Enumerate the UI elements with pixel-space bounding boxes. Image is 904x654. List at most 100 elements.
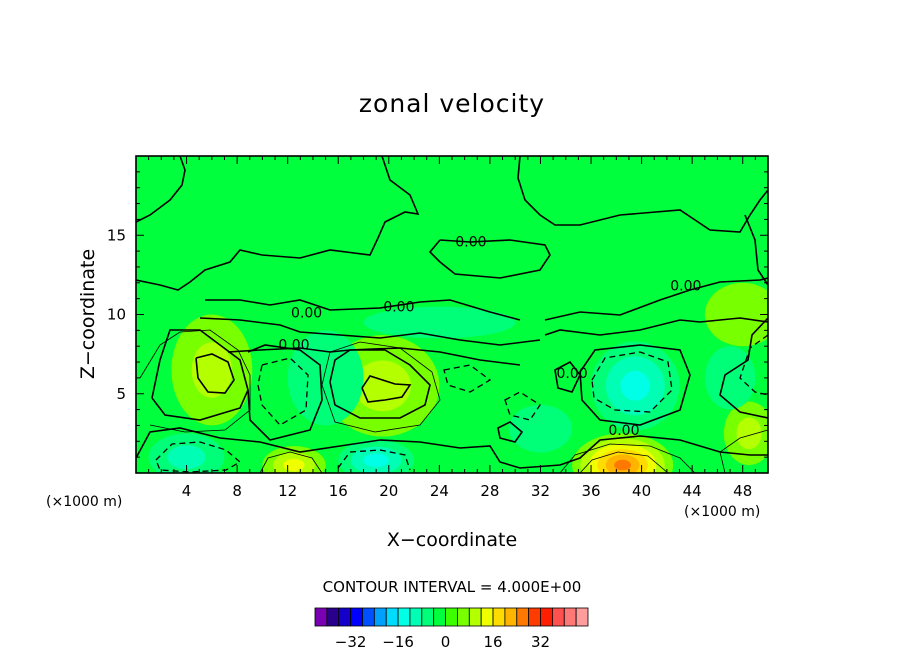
contour-line	[329, 349, 431, 419]
contour-line	[337, 449, 411, 471]
contour-line	[744, 214, 768, 286]
contour-line	[719, 317, 768, 419]
field-region	[167, 445, 206, 470]
colorbar-swatch	[551, 607, 565, 627]
colorbar-swatch	[468, 607, 482, 627]
x-unit-right: (×1000 m)	[684, 504, 760, 520]
x-unit-left: (×1000 m)	[46, 494, 122, 510]
colorbar-tick-label: −16	[382, 633, 414, 651]
chart-title: zonal velocity	[359, 89, 545, 118]
colorbar-swatch	[397, 607, 411, 627]
x-tick-label: 16	[329, 482, 348, 500]
contour-line	[247, 344, 323, 441]
colorbar-swatch	[314, 607, 328, 627]
field-region	[363, 453, 389, 468]
contour-line	[719, 429, 768, 473]
colorbar-swatch	[409, 607, 423, 627]
x-tick-label: 36	[581, 482, 600, 500]
contour-line	[504, 391, 541, 421]
contour-line	[428, 239, 551, 279]
contour-label: 0.00	[278, 337, 309, 353]
tick-marks	[136, 156, 768, 473]
x-tick-label: 24	[430, 482, 449, 500]
colorbar-swatch	[504, 607, 518, 627]
contour-label: 0.00	[608, 423, 639, 439]
contour-line	[136, 156, 420, 291]
contour-line	[199, 317, 541, 346]
contour-line	[151, 329, 249, 421]
x-tick-label: 44	[683, 482, 702, 500]
colorbar-swatch	[480, 607, 494, 627]
x-tick-label: 8	[232, 482, 242, 500]
contour-line	[257, 357, 309, 426]
contour-line	[591, 351, 673, 413]
colorbar-tick-label: 0	[441, 633, 451, 651]
plot-area: 0.00 0.00 0.00 0.00 0.00 0.00 0.00	[135, 155, 769, 474]
contour-line	[739, 334, 768, 396]
contour-line	[579, 344, 691, 426]
contour-lines	[136, 156, 768, 473]
contour-line	[321, 341, 441, 433]
colorbar-swatch	[563, 607, 577, 627]
colorbar-tick-label: 32	[531, 633, 550, 651]
contour-labels: 0.00 0.00 0.00 0.00 0.00 0.00 0.00	[278, 234, 701, 439]
y-tick-label: 5	[116, 385, 126, 403]
field-region	[283, 458, 305, 472]
contour-line	[544, 317, 768, 336]
colorbar-swatch	[528, 607, 541, 627]
colorbar-swatch	[385, 607, 399, 627]
colorbar-swatch	[457, 607, 470, 627]
colorbar-tick-label: 16	[483, 633, 502, 651]
x-tick-label: 32	[531, 482, 550, 500]
field-region	[363, 306, 516, 339]
field-region	[614, 459, 632, 471]
contour-line	[497, 421, 524, 443]
x-tick-label: 4	[182, 482, 192, 500]
colorbar-swatch	[421, 607, 435, 627]
contour-label: 0.00	[383, 299, 414, 315]
colorbar-swatch	[433, 607, 446, 627]
contour-label: 0.00	[670, 279, 701, 295]
field-region	[704, 346, 756, 410]
colorbar	[314, 607, 589, 627]
contour-line	[579, 451, 669, 473]
x-tick-label: 28	[480, 482, 499, 500]
contour-interval-label: CONTOUR INTERVAL = 4.000E+00	[323, 578, 582, 596]
contour-line	[195, 353, 235, 394]
colorbar-swatch	[326, 607, 340, 627]
colorbar-swatch	[338, 607, 352, 627]
contour-line	[259, 451, 323, 473]
colorbar-labels: −32 −16 0 16 32	[335, 633, 550, 651]
y-tick-label: 10	[107, 306, 126, 324]
field-region	[704, 282, 768, 347]
colorbar-swatch	[445, 607, 458, 627]
colorbar-swatch	[540, 607, 553, 627]
colorbar-swatch	[516, 607, 530, 627]
x-tick-labels: 4 8 12 16 20 24 28 32 36 40 44 48	[182, 482, 752, 500]
contour-line	[361, 375, 412, 403]
x-axis-label: X−coordinate	[387, 529, 517, 551]
colorbar-swatch	[373, 607, 387, 627]
colorbar-tick-label: −32	[335, 633, 367, 651]
contour-label: 0.00	[291, 306, 322, 322]
contour-line	[559, 443, 696, 473]
colorbar-swatch	[492, 607, 506, 627]
x-tick-label: 20	[379, 482, 398, 500]
x-tick-label: 12	[278, 482, 297, 500]
contour-label: 0.00	[455, 234, 486, 250]
y-axis-label: Z−coordinate	[77, 249, 99, 379]
contour-line	[517, 156, 768, 233]
field-region	[508, 404, 573, 453]
contour-line	[155, 441, 242, 473]
colorbar-swatch	[350, 607, 363, 627]
colorbar-swatch	[575, 607, 589, 627]
contour-line	[139, 329, 251, 433]
x-tick-label: 40	[632, 482, 651, 500]
contour-line	[136, 156, 186, 223]
field-region	[620, 371, 651, 401]
field-region	[736, 417, 762, 450]
colorbar-swatch	[362, 607, 375, 627]
contour-line	[544, 277, 768, 321]
contour-line	[443, 364, 492, 393]
